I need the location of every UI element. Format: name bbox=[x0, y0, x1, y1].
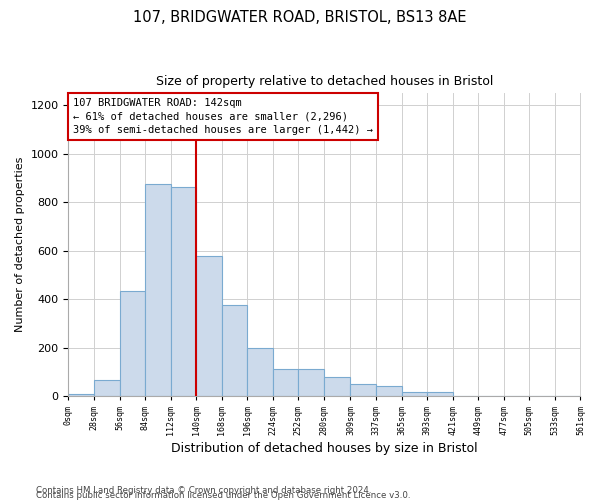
Bar bbox=[401, 392, 427, 396]
X-axis label: Distribution of detached houses by size in Bristol: Distribution of detached houses by size … bbox=[171, 442, 478, 455]
Bar bbox=[119, 290, 145, 396]
Bar bbox=[427, 392, 453, 396]
Bar bbox=[170, 186, 196, 396]
Bar bbox=[273, 370, 298, 396]
Bar bbox=[324, 376, 350, 396]
Bar bbox=[94, 380, 119, 396]
Text: 107 BRIDGWATER ROAD: 142sqm
← 61% of detached houses are smaller (2,296)
39% of : 107 BRIDGWATER ROAD: 142sqm ← 61% of det… bbox=[73, 98, 373, 134]
Bar bbox=[222, 305, 247, 396]
Bar bbox=[68, 394, 94, 396]
Bar bbox=[376, 386, 401, 396]
Bar bbox=[350, 384, 376, 396]
Bar bbox=[145, 184, 170, 396]
Title: Size of property relative to detached houses in Bristol: Size of property relative to detached ho… bbox=[156, 75, 493, 88]
Bar bbox=[247, 348, 273, 396]
Y-axis label: Number of detached properties: Number of detached properties bbox=[15, 157, 25, 332]
Text: Contains HM Land Registry data © Crown copyright and database right 2024.: Contains HM Land Registry data © Crown c… bbox=[36, 486, 371, 495]
Bar bbox=[298, 370, 324, 396]
Text: Contains public sector information licensed under the Open Government Licence v3: Contains public sector information licen… bbox=[36, 491, 410, 500]
Bar bbox=[196, 256, 222, 396]
Text: 107, BRIDGWATER ROAD, BRISTOL, BS13 8AE: 107, BRIDGWATER ROAD, BRISTOL, BS13 8AE bbox=[133, 10, 467, 25]
